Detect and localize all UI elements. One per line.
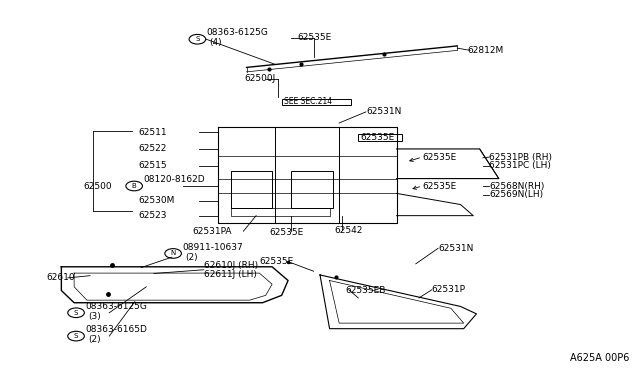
Text: 62531N: 62531N xyxy=(366,108,401,116)
Text: (2): (2) xyxy=(185,253,198,262)
Text: 08911-10637: 08911-10637 xyxy=(182,243,243,251)
Text: 62542: 62542 xyxy=(334,226,362,235)
Text: (2): (2) xyxy=(88,335,101,344)
Text: 62531P: 62531P xyxy=(432,285,466,294)
Text: 62569N(LH): 62569N(LH) xyxy=(489,190,543,199)
Text: 62568N(RH): 62568N(RH) xyxy=(489,182,545,190)
Bar xyxy=(282,99,351,105)
Text: S: S xyxy=(195,36,200,42)
Text: 62515: 62515 xyxy=(138,161,166,170)
Text: 62531PA: 62531PA xyxy=(192,227,232,236)
Text: 62535E: 62535E xyxy=(259,257,294,266)
Text: 62531PB (RH): 62531PB (RH) xyxy=(489,153,552,161)
Text: 62535E: 62535E xyxy=(361,133,395,142)
Text: S: S xyxy=(74,333,78,339)
Text: 62535E: 62535E xyxy=(298,33,332,42)
Text: 62535E: 62535E xyxy=(269,228,303,237)
Text: 62522: 62522 xyxy=(138,144,166,153)
Text: 08363-6125G: 08363-6125G xyxy=(85,302,147,311)
Text: 62610J (RH): 62610J (RH) xyxy=(204,261,258,270)
Text: 62531PC (LH): 62531PC (LH) xyxy=(489,161,551,170)
Text: 08120-8162D: 08120-8162D xyxy=(143,175,205,184)
Text: 62535EB: 62535EB xyxy=(346,286,386,295)
Text: 62812M: 62812M xyxy=(467,46,503,55)
Text: (4): (4) xyxy=(209,38,222,48)
Text: 62511: 62511 xyxy=(138,128,166,137)
Text: 62535E: 62535E xyxy=(422,182,456,190)
Text: 62610: 62610 xyxy=(47,273,76,282)
Bar xyxy=(230,208,330,216)
Text: B: B xyxy=(132,183,136,189)
Text: 62500: 62500 xyxy=(84,182,113,190)
Text: 62530M: 62530M xyxy=(138,196,174,205)
Text: (3): (3) xyxy=(88,312,101,321)
Text: 62500J: 62500J xyxy=(244,74,276,83)
Text: 62611J (LH): 62611J (LH) xyxy=(204,270,257,279)
Text: S: S xyxy=(74,310,78,316)
Text: 62535E: 62535E xyxy=(422,153,456,161)
Bar xyxy=(230,171,272,208)
Text: 08363-6125G: 08363-6125G xyxy=(206,28,268,37)
Text: 08363-6165D: 08363-6165D xyxy=(85,325,147,334)
Text: N: N xyxy=(170,250,176,256)
Text: SEE SEC.214: SEE SEC.214 xyxy=(284,97,332,106)
Text: 62523: 62523 xyxy=(138,211,166,220)
Bar xyxy=(358,134,402,141)
Bar xyxy=(291,171,333,208)
Text: 62531N: 62531N xyxy=(438,244,474,253)
Text: A625A 00P6: A625A 00P6 xyxy=(570,353,630,363)
